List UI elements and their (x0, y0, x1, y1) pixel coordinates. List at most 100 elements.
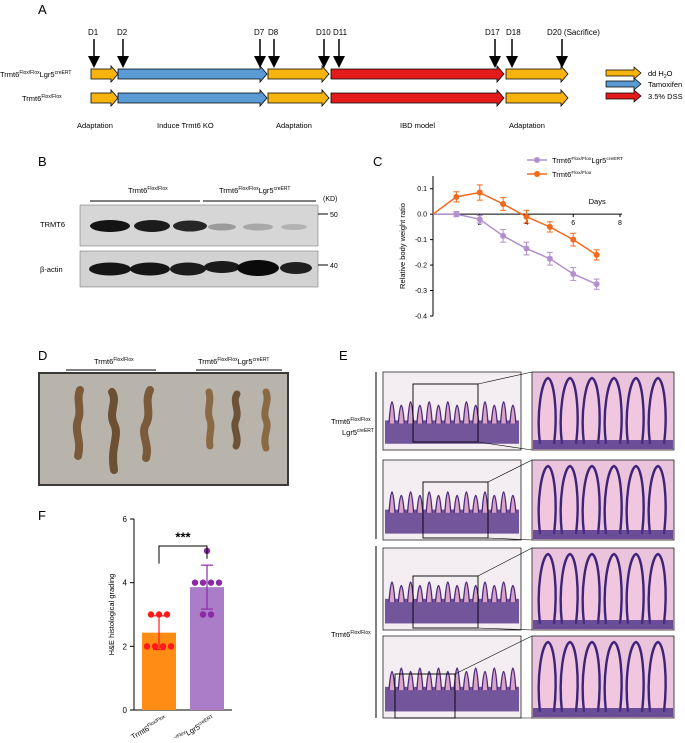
legend-label: Trmt6Flox/FloxLgr5creERT (552, 156, 623, 165)
category-label: Trmt6Flox/Flox (129, 714, 168, 738)
villus-detail (625, 376, 645, 445)
villus (416, 494, 424, 513)
histology-label-top-line2: Lgr5creERT (342, 428, 374, 437)
dss-arrow (330, 88, 505, 108)
blot-kd-label: (KD) (323, 196, 337, 203)
crypt-layer (533, 708, 673, 717)
villus (490, 584, 498, 603)
data-point (215, 579, 223, 586)
band (170, 262, 206, 276)
phase-label: Induce Trmt6 KO (157, 121, 214, 130)
band (243, 223, 273, 231)
villus (499, 581, 508, 603)
villus (397, 584, 405, 603)
y-tick-label: -0.3 (415, 288, 427, 295)
x-tick-label: 6 (571, 220, 575, 227)
data-point (207, 611, 215, 618)
villus-detail (537, 464, 557, 535)
villus-detail (625, 640, 645, 713)
zoom-connector (487, 537, 533, 541)
data-point (147, 611, 155, 618)
panel-d-letter: D (38, 348, 47, 363)
timeline-legend: dd H2O Tamoxifen 3.5% DSS (605, 66, 683, 103)
villus (388, 581, 396, 603)
histology-panel (382, 459, 675, 541)
blot-header-2: Trmt6Flox/FloxLgr5creERT (219, 186, 290, 195)
villus (406, 670, 415, 691)
colon (108, 388, 120, 474)
villus-detail (647, 640, 667, 713)
band (134, 220, 170, 232)
villus (462, 491, 471, 513)
band (281, 224, 307, 230)
data-point (593, 281, 600, 288)
legend-marker (534, 157, 540, 163)
timeline-row-2 (90, 88, 569, 108)
villus (444, 581, 452, 603)
day-marker-d7: D7 (254, 28, 266, 68)
data-point (593, 251, 600, 258)
data-point (500, 201, 507, 207)
panel-b: B Trmt6Flox/Flox Trmt6Flox/FloxLgr5creER… (38, 154, 338, 288)
day-marker-d2: D2 (117, 28, 129, 68)
crypt-layer (533, 530, 673, 539)
data-point (143, 643, 151, 650)
data-point (151, 643, 159, 650)
crypt-layer (533, 440, 673, 449)
villus-detail (581, 464, 601, 535)
villus (397, 404, 405, 424)
legend-dss-swatch (605, 89, 642, 103)
villus-detail (603, 640, 623, 713)
band (204, 261, 240, 273)
series-line (433, 213, 597, 285)
villus (509, 494, 517, 513)
series-line (432, 191, 598, 256)
tamoxifen-arrow (117, 64, 268, 84)
villus (481, 670, 489, 691)
adaptation-arrow (505, 88, 569, 108)
colon (205, 388, 215, 450)
panel-c: C 0.1 0.0 -0.1 -0.2 -0.3 -0.4 2 4 6 8 Days Relative… (373, 154, 623, 321)
histology-grid (382, 371, 675, 719)
zoom-connector (487, 459, 533, 483)
day-label: D11 (333, 28, 348, 37)
colon-samples (72, 386, 271, 474)
group2-label: Trmt6Flox/Flox (22, 94, 62, 103)
mucosa-base (385, 509, 519, 534)
day-label: D18 (506, 28, 521, 37)
data-point (476, 216, 483, 223)
villus-detail (537, 552, 557, 625)
data-point (453, 193, 460, 200)
data-point (523, 213, 530, 220)
mucosa-base (385, 420, 519, 444)
villus (444, 491, 452, 513)
villus (509, 584, 517, 603)
x-tick-label: 2 (478, 220, 482, 227)
day-label: D8 (268, 28, 279, 37)
villus-detail (647, 376, 667, 445)
villus-detail (603, 464, 623, 535)
villus (444, 670, 452, 691)
villus-detail (559, 552, 579, 625)
zoom-box (412, 575, 479, 629)
panel-c-letter: C (373, 154, 382, 169)
villus (397, 494, 405, 513)
band (208, 223, 236, 231)
panel-d: D Trmt6Flox/Flox Trmt6Flox/FloxLgr5creER… (38, 348, 289, 486)
timeline-row-1 (90, 64, 569, 84)
panel-b-letter: B (38, 154, 47, 169)
legend-tamoxifen-label: Tamoxifen (648, 80, 682, 89)
legend-water-label: dd H2O (648, 69, 673, 80)
villus-detail (559, 376, 579, 445)
villus (416, 404, 424, 424)
data-point (163, 611, 171, 618)
y-axis-label: H&E histological grading (107, 574, 116, 656)
colon-label-2: Trmt6Flox/FloxLgr5creERT (198, 357, 269, 366)
villus (425, 670, 433, 691)
villus-detail (647, 464, 667, 535)
villus-detail (647, 552, 667, 625)
adaptation-arrow (90, 64, 119, 84)
villus (481, 581, 489, 603)
y-tick-label: 0 (123, 706, 128, 715)
blot-row-label-actin: β-actin (40, 265, 63, 274)
